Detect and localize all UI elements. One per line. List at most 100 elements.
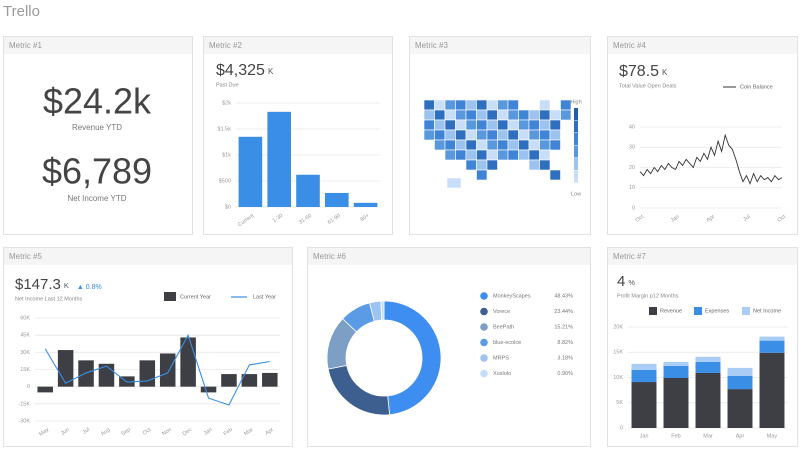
card-header [308, 248, 590, 265]
legend-swatch [649, 307, 657, 315]
map-region [455, 109, 467, 121]
map-region [444, 149, 456, 161]
map-region [486, 139, 498, 151]
bar [221, 374, 237, 387]
map-region [423, 129, 435, 141]
x-tick-label: 90+ [359, 213, 370, 223]
map-region [497, 109, 509, 121]
kpi-caption: Net Income Last 12 Months [15, 296, 83, 302]
map-region [446, 177, 462, 189]
legend-label: Vorece [493, 309, 510, 315]
map-region [486, 149, 498, 161]
legend-swatch [480, 307, 488, 316]
map-region [434, 109, 446, 121]
kpi-change: ▲ 0.8% [77, 284, 102, 291]
kpi-unit: K [662, 68, 668, 77]
map-region [476, 99, 488, 111]
legend-value: 3.18% [557, 355, 573, 361]
legend-label: Expenses [705, 308, 729, 314]
map-region [465, 139, 477, 151]
map-region [423, 119, 435, 131]
map-region [539, 129, 551, 141]
x-tick-label: Jan [640, 433, 649, 439]
y-tick-label: 0 [632, 205, 635, 211]
map-region [434, 119, 446, 131]
map-region [465, 119, 477, 131]
map-region [486, 99, 498, 111]
y-tick-label: 30 [629, 145, 635, 151]
legend-scale [574, 120, 578, 133]
y-tick-label: $500 [219, 178, 231, 184]
bar-segment [727, 367, 753, 376]
x-tick-label: Sep [120, 427, 131, 438]
map-region [507, 139, 519, 151]
x-tick-label: Oct [142, 427, 153, 437]
x-tick-label: Jan [670, 214, 681, 224]
legend-label: Last Year [253, 294, 276, 300]
bar-segment [727, 389, 753, 428]
x-tick-label: May [767, 433, 778, 439]
line-series [44, 333, 270, 406]
x-tick-label: Oct [635, 214, 646, 224]
legend-label: MRPS [493, 355, 509, 361]
legend-label: BeePath [493, 324, 514, 330]
map-region [539, 159, 551, 171]
kpi-caption: Past Due [216, 82, 239, 88]
card-header [4, 248, 292, 265]
map-region [486, 129, 498, 141]
map-region [518, 109, 530, 121]
map-region [497, 99, 509, 111]
legend-swatch [480, 338, 488, 347]
x-tick-label: Apr [736, 433, 745, 439]
map-region [465, 129, 477, 141]
x-tick-label: Jul [742, 214, 751, 223]
map-region [423, 99, 435, 111]
card-header [608, 248, 797, 265]
map-region [465, 149, 477, 161]
map-region [549, 119, 561, 131]
map-region [434, 139, 446, 151]
map-region [518, 129, 530, 141]
legend-label: Coin Balance [740, 84, 773, 90]
map-region [455, 119, 467, 131]
map-region [465, 109, 477, 121]
legend-swatch [164, 292, 176, 301]
bar [37, 386, 53, 393]
legend-scale [574, 145, 578, 158]
card-title: Metric #4 [613, 41, 646, 50]
map-region [507, 109, 519, 121]
legend-label: Xuxlolo [493, 371, 511, 377]
map-region [434, 99, 446, 111]
x-tick-label: Apr [706, 214, 717, 224]
legend-label: Net Income [753, 308, 781, 314]
map-region [455, 139, 467, 151]
x-tick-label: Apr [264, 427, 275, 437]
map-region [444, 119, 456, 131]
map-region [497, 149, 509, 161]
app-title: Trello [3, 3, 40, 20]
y-tick-label: $0 [225, 204, 231, 210]
map-region [476, 159, 488, 171]
kpi-value: 4 [617, 273, 625, 290]
y-tick-label: 20 [629, 165, 635, 171]
card [3, 247, 293, 447]
y-tick-label: 60K [20, 315, 30, 321]
legend-scale [574, 108, 578, 120]
map-region [539, 99, 551, 111]
map-region [497, 119, 509, 131]
bar-segment [759, 336, 785, 341]
map-region [528, 109, 540, 121]
bar-segment [695, 356, 721, 362]
x-tick-label: Nov [161, 427, 173, 438]
legend-swatch [480, 323, 488, 331]
map-region [539, 109, 551, 121]
y-tick-label: 10K [613, 375, 623, 381]
kpi-value: $78.5 [619, 63, 659, 80]
bar-segment [727, 375, 753, 390]
y-tick-label: 10 [629, 185, 635, 191]
bar [353, 202, 378, 207]
y-tick-label: -30K [18, 418, 30, 424]
map-region [518, 119, 530, 131]
map-region [476, 129, 488, 141]
kpi-caption: Total Value Open Deals [619, 83, 677, 89]
